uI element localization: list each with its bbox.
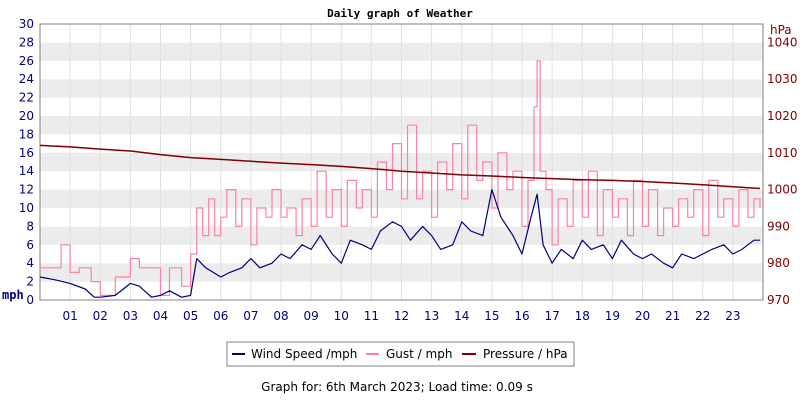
left-tick-label: 16 xyxy=(19,146,34,160)
left-tick-label: 0 xyxy=(26,293,34,307)
right-tick-label: 1000 xyxy=(767,183,798,197)
x-tick-label: 19 xyxy=(605,309,620,323)
left-tick-label: 6 xyxy=(26,238,34,252)
right-axis-ticks: 970 980 990 1000 1010 1020 1030 1040 xyxy=(767,35,798,307)
left-axis-unit: mph xyxy=(2,288,24,302)
left-tick-label: 8 xyxy=(26,219,34,233)
x-tick-label: 03 xyxy=(123,309,138,323)
right-tick-label: 1010 xyxy=(767,146,798,160)
right-tick-label: 980 xyxy=(767,256,790,270)
right-tick-label: 1040 xyxy=(767,35,798,49)
x-tick-label: 02 xyxy=(93,309,108,323)
x-tick-label: 16 xyxy=(514,309,529,323)
x-tick-label: 04 xyxy=(153,309,168,323)
plot-frame xyxy=(39,23,764,301)
left-tick-label: 2 xyxy=(26,275,34,289)
right-axis-unit: hPa xyxy=(770,23,792,37)
left-tick-label: 24 xyxy=(19,72,34,86)
x-tick-label: 07 xyxy=(243,309,258,323)
left-tick-label: 28 xyxy=(19,35,34,49)
left-tick-label: 18 xyxy=(19,127,34,141)
left-tick-label: 22 xyxy=(19,91,34,105)
left-tick-label: 30 xyxy=(19,17,34,31)
left-tick-label: 20 xyxy=(19,109,34,123)
legend-label-wind: Wind Speed /mph xyxy=(251,347,357,361)
left-tick-label: 10 xyxy=(19,201,34,215)
left-tick-label: 26 xyxy=(19,54,34,68)
x-tick-label: 14 xyxy=(454,309,469,323)
x-tick-label: 12 xyxy=(394,309,409,323)
series-layer xyxy=(39,60,761,298)
x-tick-label: 06 xyxy=(213,309,228,323)
left-tick-label: 4 xyxy=(26,256,34,270)
x-tick-label: 18 xyxy=(575,309,590,323)
x-tick-label: 08 xyxy=(273,309,288,323)
left-tick-label: 12 xyxy=(19,183,34,197)
x-tick-label: 09 xyxy=(303,309,318,323)
legend: Wind Speed /mph Gust / mph Pressure / hP… xyxy=(226,341,575,367)
x-tick-label: 22 xyxy=(695,309,710,323)
x-axis-ticks: 01 02 03 04 05 06 07 08 09 10 11 12 13 14 15 16 17 18 19 20… xyxy=(62,309,740,323)
x-tick-label: 20 xyxy=(635,309,650,323)
legend-box xyxy=(226,341,575,367)
right-tick-label: 990 xyxy=(767,219,790,233)
right-tick-label: 970 xyxy=(767,293,790,307)
footer-text: Graph for: 6th March 2023; Load time: 0.… xyxy=(261,380,533,394)
legend-label-pressure: Pressure / hPa xyxy=(483,347,568,361)
x-tick-label: 01 xyxy=(62,309,77,323)
right-tick-label: 1030 xyxy=(767,72,798,86)
legend-label-gust: Gust / mph xyxy=(386,347,452,361)
x-tick-label: 11 xyxy=(364,309,379,323)
x-tick-label: 17 xyxy=(544,309,559,323)
x-tick-label: 21 xyxy=(665,309,680,323)
x-tick-label: 15 xyxy=(484,309,499,323)
left-tick-label: 14 xyxy=(19,164,34,178)
x-tick-label: 05 xyxy=(183,309,198,323)
wind-speed-line xyxy=(39,189,760,298)
x-tick-label: 23 xyxy=(725,309,740,323)
right-tick-label: 1020 xyxy=(767,109,798,123)
chart-title: Daily graph of Weather xyxy=(327,7,473,20)
x-tick-label: 10 xyxy=(334,309,349,323)
x-tick-label: 13 xyxy=(424,309,439,323)
